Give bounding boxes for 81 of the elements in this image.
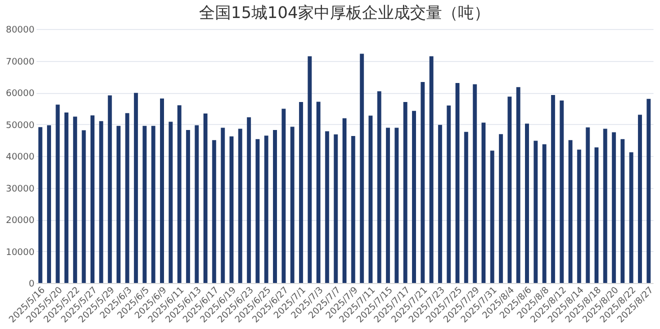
- bar: [256, 139, 260, 283]
- bar: [482, 122, 486, 283]
- bar: [142, 126, 147, 283]
- bar: [38, 127, 42, 283]
- bar: [560, 100, 564, 283]
- bar: [638, 114, 642, 283]
- bar: [82, 130, 86, 283]
- bar: [316, 102, 320, 283]
- y-tick-label: 80000: [6, 26, 35, 36]
- bar: [412, 110, 416, 283]
- bar: [386, 128, 390, 283]
- bar: [360, 54, 364, 283]
- bar: [498, 134, 503, 283]
- y-tick-label: 70000: [6, 57, 35, 68]
- bar: [177, 105, 182, 283]
- bar: [73, 116, 78, 283]
- bar: [272, 130, 277, 283]
- bar: [99, 121, 104, 283]
- bar: [429, 56, 434, 283]
- bar: [220, 128, 225, 283]
- bar: [577, 150, 582, 283]
- bar: [125, 113, 130, 283]
- bar: [534, 140, 538, 283]
- y-tick-label: 40000: [6, 152, 35, 162]
- bar: [212, 140, 216, 283]
- bar: [108, 95, 112, 283]
- bar: [629, 152, 634, 283]
- bar: [464, 132, 468, 283]
- bar: [308, 56, 312, 283]
- bar: [160, 98, 164, 283]
- y-tick-label: 0: [28, 280, 35, 290]
- bar: [438, 124, 442, 283]
- bar: [230, 136, 234, 283]
- bar: [282, 108, 286, 283]
- bar: [508, 96, 512, 283]
- bar: [151, 126, 156, 283]
- bar: [446, 106, 451, 283]
- y-tick-label: 30000: [6, 184, 35, 194]
- y-tick-label: 20000: [6, 216, 35, 226]
- bar: [420, 82, 425, 283]
- bar: [194, 125, 199, 283]
- bar: [299, 102, 304, 283]
- bar: [342, 118, 346, 283]
- bar: [551, 95, 556, 283]
- chart-title: 全国15城104家中厚板企业成交量（吨）: [199, 3, 490, 22]
- bar: [203, 113, 208, 283]
- bar: [612, 132, 616, 283]
- bar: [472, 84, 477, 283]
- y-tick-label: 50000: [6, 120, 35, 131]
- bar: [394, 128, 399, 283]
- bar: [264, 136, 268, 283]
- bar: [368, 116, 373, 283]
- bar: [568, 140, 572, 283]
- bar: [47, 125, 52, 283]
- bar: [246, 117, 251, 283]
- bar: [64, 112, 68, 283]
- bar: [646, 98, 651, 283]
- bar: [90, 115, 94, 283]
- bar: [377, 91, 382, 283]
- bar: [325, 131, 330, 283]
- y-tick-label: 60000: [6, 89, 35, 99]
- bar: [134, 92, 138, 283]
- bar: [542, 144, 546, 283]
- bar: [168, 122, 173, 283]
- bar: [603, 128, 608, 283]
- bar: [594, 147, 599, 283]
- bar: [290, 126, 294, 283]
- bar: [116, 126, 121, 283]
- bar: [351, 136, 356, 283]
- bar: [455, 82, 460, 283]
- bar: [238, 128, 242, 283]
- bar: [186, 130, 190, 283]
- bar: [586, 127, 590, 283]
- bar: [403, 102, 408, 283]
- bar: [56, 104, 60, 283]
- bar: [516, 87, 520, 283]
- y-tick-label: 10000: [6, 248, 35, 258]
- bar: [490, 150, 494, 283]
- bar: [524, 124, 529, 283]
- bar: [334, 134, 338, 283]
- bar: [620, 139, 625, 283]
